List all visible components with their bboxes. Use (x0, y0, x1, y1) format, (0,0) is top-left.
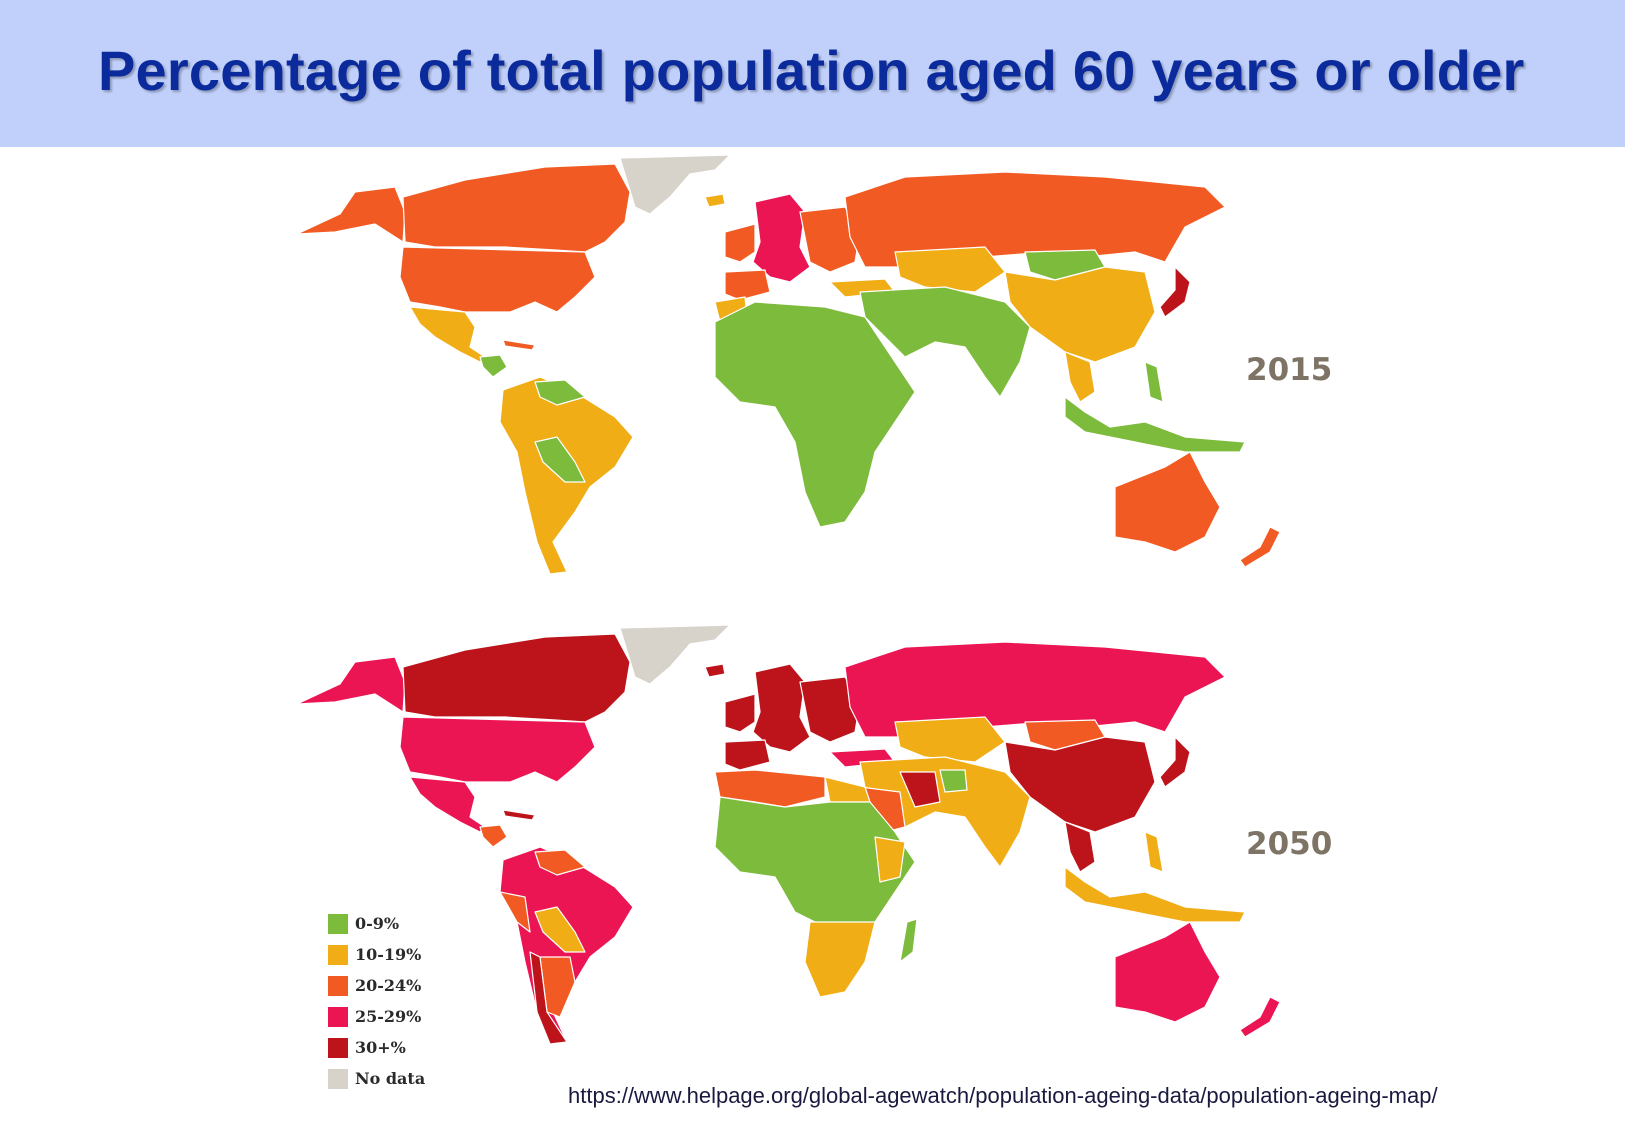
region-cuba (502, 339, 536, 351)
year-label-2015: 2015 (1246, 352, 1333, 388)
map-svg-2050 (296, 624, 1281, 1045)
region-iberia (724, 739, 771, 771)
region-iceland (704, 193, 726, 208)
region-indonesia (1064, 396, 1246, 453)
region-new-zealand (1239, 526, 1281, 568)
region-middle-east-south-asia (859, 286, 1031, 398)
region-russia (844, 641, 1226, 738)
region-africa (714, 301, 916, 528)
region-philippines (1144, 831, 1164, 873)
region-iberia (724, 269, 771, 301)
region-china (1004, 266, 1156, 363)
map-legend: 0-9% 10-19% 20-24% 25-29% 30+% No data (328, 908, 425, 1094)
region-bolivia-paraguay (534, 906, 586, 953)
legend-swatch (328, 1037, 348, 1058)
region-peru (499, 891, 531, 933)
region-philippines (1144, 361, 1164, 403)
region-afghanistan (939, 769, 968, 793)
legend-swatch (328, 913, 348, 934)
region-kazakhstan (894, 716, 1006, 763)
region-china (1004, 736, 1156, 833)
region-alaska (296, 656, 406, 713)
region-usa (399, 246, 596, 313)
source-url: https://www.helpage.org/global-agewatch/… (568, 1083, 1438, 1108)
region-russia (844, 171, 1226, 268)
region-iceland (704, 663, 726, 678)
region-ethiopia-kenya (874, 836, 906, 883)
legend-item-25-29: 25-29% (328, 1001, 425, 1032)
region-kazakhstan (894, 246, 1006, 293)
legend-label: 30+% (355, 1038, 406, 1057)
legend-swatch (328, 1068, 348, 1089)
legend-swatch (328, 1006, 348, 1027)
region-australia (1114, 921, 1221, 1023)
legend-label: 20-24% (355, 976, 422, 995)
legend-swatch (328, 944, 348, 965)
legend-label: 10-19% (355, 945, 422, 964)
slide-title: Percentage of total population aged 60 y… (98, 39, 1525, 102)
region-eastern-europe (799, 206, 861, 273)
world-map-2015 (285, 152, 1385, 592)
region-eastern-europe (799, 676, 861, 743)
region-southern-africa (804, 921, 876, 998)
region-indonesia (1064, 866, 1246, 923)
world-map-2050 (285, 622, 1385, 1062)
legend-item-0-9: 0-9% (328, 908, 425, 939)
region-mexico (409, 306, 486, 363)
region-central-america (479, 824, 508, 848)
region-new-zealand (1239, 996, 1281, 1038)
year-label-2050: 2050 (1246, 826, 1333, 862)
title-banner: Percentage of total population aged 60 y… (0, 0, 1625, 147)
region-venezuela (534, 849, 586, 876)
region-australia (1114, 451, 1221, 553)
region-mexico (409, 776, 486, 833)
region-japan (1159, 736, 1191, 788)
region-venezuela-guyana (534, 379, 586, 406)
region-central-america (479, 354, 508, 378)
legend-label: 0-9% (355, 914, 400, 933)
region-canada (402, 163, 631, 253)
region-alaska (296, 186, 406, 243)
region-indochina (1064, 351, 1096, 403)
legend-swatch (328, 975, 348, 996)
region-cuba (502, 809, 536, 821)
region-uk (724, 693, 756, 733)
region-chile (529, 951, 568, 1045)
region-western-europe (752, 193, 811, 283)
legend-item-10-19: 10-19% (328, 939, 425, 970)
region-canada (402, 633, 631, 723)
region-madagascar (899, 918, 918, 963)
region-iran (899, 771, 941, 808)
map-svg-2015 (285, 152, 1281, 575)
legend-item-20-24: 20-24% (328, 970, 425, 1001)
legend-label: No data (355, 1069, 426, 1088)
legend-label: 25-29% (355, 1007, 422, 1026)
region-thailand (1064, 821, 1096, 873)
legend-item-30-plus: 30+% (328, 1032, 425, 1063)
legend-item-no-data: No data (328, 1063, 425, 1094)
region-western-europe (752, 663, 811, 753)
region-bolivia-paraguay (534, 436, 586, 483)
region-uk (724, 223, 756, 263)
region-japan (1159, 266, 1191, 318)
region-usa (399, 716, 596, 783)
